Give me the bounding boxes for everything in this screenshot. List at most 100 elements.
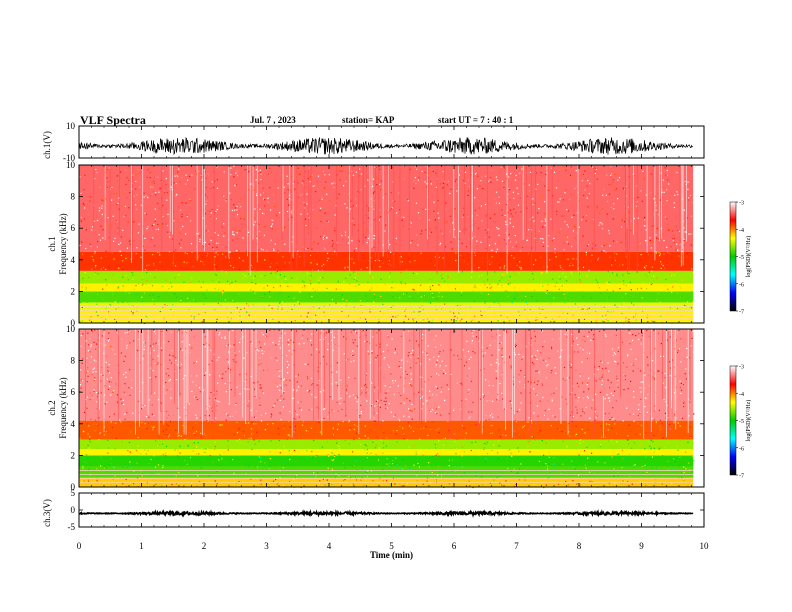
spectrogram-pixel bbox=[343, 185, 345, 187]
spectrogram-pixel bbox=[281, 281, 283, 283]
spectrogram-pixel bbox=[313, 472, 315, 474]
spectrogram-pixel bbox=[189, 199, 192, 201]
spectrogram-pixel bbox=[335, 473, 337, 475]
spectrogram-streak bbox=[161, 165, 163, 252]
spectrogram-pixel bbox=[401, 231, 403, 233]
spectrogram-pixel bbox=[419, 284, 422, 286]
spectrogram-pixel bbox=[93, 260, 95, 263]
spectrogram-pixel bbox=[450, 478, 452, 480]
spectrogram-pixel bbox=[545, 292, 547, 294]
spectrogram-pixel bbox=[188, 309, 190, 311]
spectrogram-pixel bbox=[468, 367, 470, 369]
spectrogram-pixel bbox=[466, 245, 469, 247]
spectrogram-pixel bbox=[260, 420, 263, 422]
spectrogram-pixel bbox=[384, 385, 386, 387]
spectrogram-pixel bbox=[563, 253, 565, 255]
spectrogram-pixel bbox=[423, 427, 425, 429]
spectrogram-pixel bbox=[558, 201, 560, 203]
spectrogram-pixel bbox=[498, 363, 500, 365]
spectrogram-pixel bbox=[610, 166, 612, 168]
spectrogram-pixel bbox=[474, 252, 476, 254]
spectrogram-pixel bbox=[534, 439, 536, 441]
spectrogram-pixel bbox=[493, 331, 495, 333]
spectrogram-pixel bbox=[80, 369, 82, 371]
spectrogram-pixel bbox=[416, 474, 418, 476]
spectrogram-pixel bbox=[337, 320, 339, 322]
spectrogram-pixel bbox=[307, 378, 309, 380]
spectrogram-pixel bbox=[428, 462, 430, 464]
spectrogram-pixel bbox=[128, 441, 131, 444]
spectrogram-pixel bbox=[653, 225, 655, 227]
spectrogram-pixel bbox=[399, 483, 401, 485]
spectrogram-pixel bbox=[246, 455, 248, 458]
spectrogram-pixel bbox=[296, 414, 298, 416]
spectrogram-pixel bbox=[587, 397, 589, 399]
spectrogram-pixel bbox=[299, 172, 302, 174]
spectrogram-pixel bbox=[438, 432, 440, 434]
spectrogram-pixel bbox=[347, 169, 349, 171]
spectrogram-pixel bbox=[289, 252, 291, 254]
spectrogram-pixel bbox=[153, 330, 155, 333]
spectrogram-pixel bbox=[508, 240, 510, 242]
spectrogram-pixel bbox=[671, 483, 673, 485]
spectrogram-pixel bbox=[107, 181, 109, 183]
spectrogram-pixel bbox=[487, 381, 489, 383]
spectrogram-pixel bbox=[654, 319, 656, 321]
spectrogram-pixel bbox=[136, 306, 138, 308]
spectrogram-pixel bbox=[239, 385, 241, 387]
spectrogram-pixel bbox=[649, 237, 651, 239]
spectrogram-pixel bbox=[82, 465, 84, 467]
spectrogram-pixel bbox=[431, 292, 433, 295]
spectrogram-pixel bbox=[366, 475, 369, 478]
spectrogram-pixel bbox=[480, 180, 482, 182]
spectrogram-pixel bbox=[422, 454, 424, 456]
spectrogram-pixel bbox=[683, 402, 685, 404]
spectrogram-pixel bbox=[404, 377, 406, 379]
spectrogram-pixel bbox=[374, 447, 377, 449]
spectrogram-pixel bbox=[498, 228, 500, 230]
spectrogram-pixel bbox=[512, 408, 514, 410]
spectrogram-pixel bbox=[509, 357, 511, 359]
spectrogram-pixel bbox=[610, 318, 613, 320]
spectrogram-pixel bbox=[606, 200, 608, 202]
spectrogram-streak bbox=[281, 165, 283, 240]
spectrogram-pixel bbox=[181, 216, 183, 218]
spectrogram-pixel bbox=[667, 263, 669, 266]
spectrogram-pixel bbox=[154, 329, 156, 332]
spectrogram-pixel bbox=[96, 401, 98, 403]
spectrogram-pixel bbox=[187, 179, 189, 181]
spectrogram-pixel bbox=[195, 430, 197, 433]
spectrogram-pixel bbox=[223, 470, 225, 472]
spectrogram-pixel bbox=[372, 178, 375, 180]
spectrogram-pixel bbox=[404, 434, 406, 436]
spectrogram-pixel bbox=[494, 198, 496, 200]
spectrogram-pixel bbox=[382, 480, 384, 482]
spectrogram-pixel bbox=[148, 168, 150, 170]
spectrogram-pixel bbox=[278, 440, 280, 442]
spectrogram-pixel bbox=[100, 257, 102, 259]
spectrogram-pixel bbox=[224, 346, 227, 348]
spectrogram-pixel bbox=[426, 183, 428, 185]
spectrogram-pixel bbox=[437, 387, 439, 389]
spectrogram-pixel bbox=[361, 311, 363, 314]
spectrogram-pixel bbox=[381, 316, 383, 318]
spectrogram-pixel bbox=[494, 213, 496, 215]
spectrogram-pixel bbox=[630, 220, 632, 222]
spectrogram-pixel bbox=[278, 343, 280, 345]
spectrogram-pixel bbox=[371, 404, 373, 406]
spectrogram-pixel bbox=[352, 271, 354, 273]
spectrogram-pixel bbox=[81, 306, 83, 309]
spectrogram-pixel bbox=[87, 433, 89, 435]
spectrogram-pixel bbox=[105, 320, 107, 322]
spectrogram-pixel bbox=[611, 262, 613, 264]
spectrogram-pixel bbox=[379, 463, 381, 465]
spectrogram-pixel bbox=[185, 183, 187, 185]
spectrogram-pixel bbox=[640, 259, 642, 261]
spectrogram-pixel bbox=[647, 253, 649, 256]
spectrogram-pixel bbox=[268, 467, 271, 470]
spectrogram-pixel bbox=[597, 284, 599, 286]
spectrogram-pixel bbox=[391, 238, 394, 240]
spectrogram-pixel bbox=[336, 401, 338, 403]
spectrogram-pixel bbox=[460, 408, 462, 410]
spectrogram-pixel bbox=[662, 382, 664, 384]
